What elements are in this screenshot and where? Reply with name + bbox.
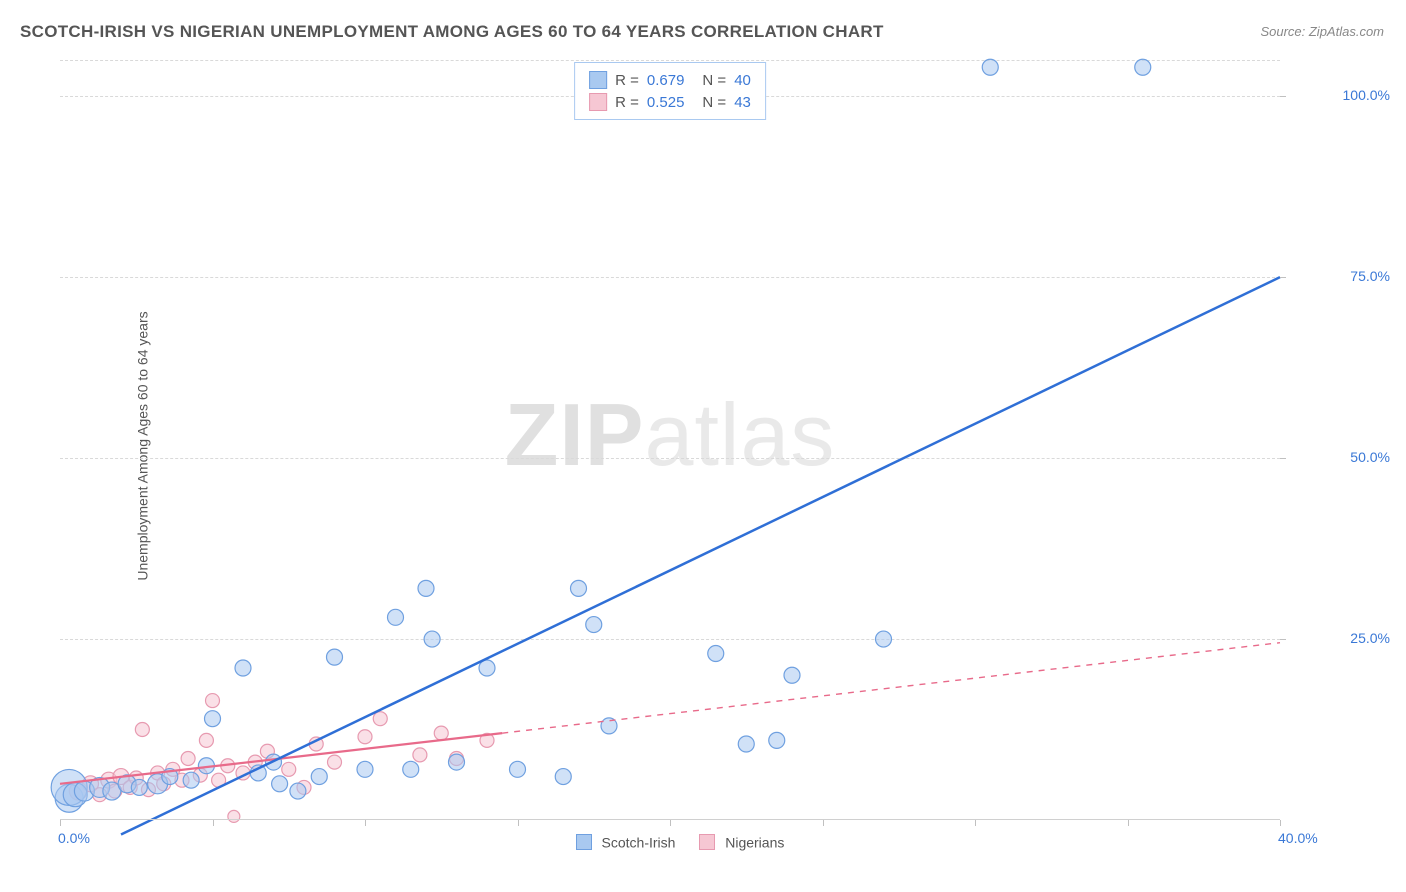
scatter-point — [357, 761, 373, 777]
scatter-point — [328, 755, 342, 769]
legend-swatch-2 — [699, 834, 715, 850]
scatter-point — [784, 667, 800, 683]
scatter-point — [388, 609, 404, 625]
n-label-1: N = — [702, 72, 726, 89]
n-label-2: N = — [702, 94, 726, 111]
stat-swatch-1 — [589, 71, 607, 89]
stat-legend-row-1: R = 0.679 N = 40 — [589, 69, 751, 91]
scatter-point — [311, 769, 327, 785]
scatter-point — [205, 711, 221, 727]
scatter-point — [206, 694, 220, 708]
scatter-point — [228, 810, 240, 822]
x-tick — [1280, 820, 1281, 826]
stat-legend-row-2: R = 0.525 N = 43 — [589, 91, 751, 113]
scatter-point — [449, 754, 465, 770]
scatter-point — [418, 580, 434, 596]
scatter-point — [982, 59, 998, 75]
r-value-1: 0.679 — [647, 72, 685, 89]
y-tick-label: 50.0% — [1350, 449, 1390, 465]
regression-line — [502, 643, 1280, 733]
scatter-point — [424, 631, 440, 647]
r-label-1: R = — [615, 72, 639, 89]
legend-label-1: Scotch-Irish — [602, 834, 676, 850]
chart-title: SCOTCH-IRISH VS NIGERIAN UNEMPLOYMENT AM… — [20, 22, 884, 42]
n-value-2: 43 — [734, 94, 751, 111]
stat-swatch-2 — [589, 93, 607, 111]
scatter-point — [769, 732, 785, 748]
y-tick-label: 75.0% — [1350, 268, 1390, 284]
stat-legend: R = 0.679 N = 40 R = 0.525 N = 43 — [574, 62, 766, 120]
y-tick — [1280, 277, 1286, 278]
x-tick — [975, 820, 976, 826]
scatter-point — [135, 723, 149, 737]
y-tick-label: 100.0% — [1343, 87, 1390, 103]
n-value-1: 40 — [734, 72, 751, 89]
y-tick-label: 25.0% — [1350, 630, 1390, 646]
scatter-point — [876, 631, 892, 647]
scatter-point — [131, 779, 147, 795]
y-tick — [1280, 458, 1286, 459]
x-tick — [1128, 820, 1129, 826]
scatter-point — [413, 748, 427, 762]
x-tick — [823, 820, 824, 826]
scatter-point — [434, 726, 448, 740]
y-tick — [1280, 96, 1286, 97]
scatter-point — [327, 649, 343, 665]
legend-swatch-1 — [576, 834, 592, 850]
scatter-point — [272, 776, 288, 792]
r-value-2: 0.525 — [647, 94, 685, 111]
scatter-point — [373, 712, 387, 726]
x-tick-label: 40.0% — [1278, 830, 1318, 846]
legend-label-2: Nigerians — [725, 834, 784, 850]
x-tick — [60, 820, 61, 826]
scatter-point — [235, 660, 251, 676]
x-tick — [365, 820, 366, 826]
scatter-point — [555, 769, 571, 785]
scatter-point — [199, 733, 213, 747]
scatter-point — [403, 761, 419, 777]
x-tick — [213, 820, 214, 826]
x-tick — [670, 820, 671, 826]
scatter-point — [738, 736, 754, 752]
x-tick — [518, 820, 519, 826]
r-label-2: R = — [615, 94, 639, 111]
scatter-point — [708, 646, 724, 662]
chart-area: ZIPatlas 0.0%40.0% 25.0%50.0%75.0%100.0%… — [60, 60, 1280, 820]
scatter-point — [571, 580, 587, 596]
source-label: Source: ZipAtlas.com — [1260, 24, 1384, 39]
y-tick — [1280, 639, 1286, 640]
scatter-point — [586, 617, 602, 633]
bottom-legend: Scotch-Irish Nigerians — [60, 833, 1280, 850]
scatter-point — [1135, 59, 1151, 75]
scatter-point — [358, 730, 372, 744]
scatter-point — [282, 762, 296, 776]
plot-svg — [60, 60, 1280, 820]
scatter-point — [183, 772, 199, 788]
scatter-point — [290, 783, 306, 799]
scatter-point — [510, 761, 526, 777]
scatter-point — [181, 751, 195, 765]
regression-line — [121, 277, 1280, 834]
